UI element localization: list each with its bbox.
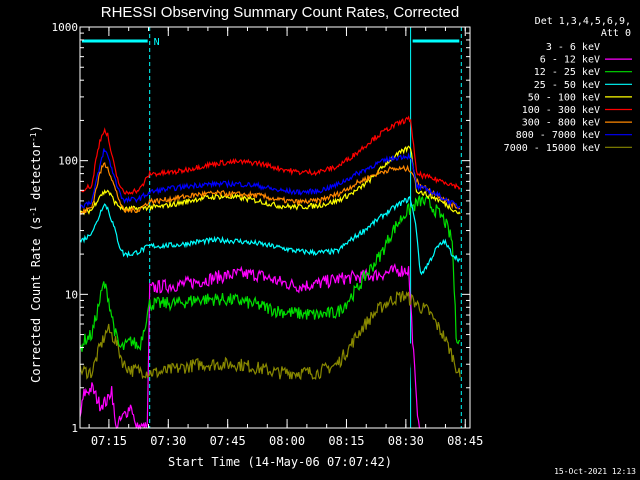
series-line-3-6keV [166, 334, 461, 429]
legend: Det 1,3,4,5,6,9, Att 0 3 - 6 keV 6 - 12 k… [504, 16, 632, 154]
y-tick-label: 10 [65, 288, 78, 301]
x-tick-label: 07:45 [210, 434, 246, 448]
series-line-25-50keV [79, 195, 461, 276]
legend-header-line-1: Det 1,3,4,5,6,9, [535, 16, 631, 27]
footer-timestamp: 15-Oct-2021 12:13 [554, 467, 636, 476]
legend-label: 300 - 800 keV [522, 118, 600, 129]
legend-label: 6 - 12 keV [540, 55, 600, 66]
axes: 1 10 100 1000 07:15 07:30 07:45 08:00 08:15 08:30… [52, 21, 484, 448]
night-marker-label: N [154, 37, 160, 48]
y-axis-label-sup2: -1 [29, 132, 38, 142]
legend-label: 100 - 300 keV [522, 105, 600, 116]
y-axis-label-suffix: ) [29, 125, 43, 132]
y-axis-label-sup1: -1 [29, 207, 38, 217]
x-tick-label: 08:30 [388, 434, 424, 448]
y-axis-label-mid: detector [29, 142, 43, 207]
legend-label: 12 - 25 keV [534, 67, 600, 78]
x-tick-label: 07:30 [150, 434, 186, 448]
x-tick-label: 08:00 [269, 434, 305, 448]
y-tick-label: 1000 [52, 21, 79, 34]
series-line-50-100keV [79, 145, 461, 216]
x-tick-label: 08:45 [447, 434, 483, 448]
plot-area: N [79, 27, 462, 431]
y-axis-label: Corrected Count Rate (s-1 detector-1) [29, 125, 44, 383]
x-tick-label: 08:15 [328, 434, 364, 448]
y-tick-label: 100 [58, 155, 78, 168]
y-tick-label: 1 [71, 422, 78, 435]
legend-label: 25 - 50 keV [534, 80, 600, 91]
legend-label: 50 - 100 keV [528, 92, 600, 103]
legend-label: 800 - 7000 keV [516, 130, 600, 141]
plot-frame [79, 26, 471, 429]
series-line-300-800keV [79, 162, 461, 216]
series-line-6-12keV [79, 262, 421, 431]
x-axis-label: Start Time (14-May-06 07:07:42) [168, 455, 392, 469]
series-line-800-7000keV [79, 148, 461, 210]
series-line-7000-15000keV [79, 290, 461, 381]
y-axis-label-prefix: Corrected Count Rate (s [29, 217, 43, 383]
series-line-100-300keV [79, 115, 461, 196]
legend-label: 3 - 6 keV [546, 42, 600, 53]
chart-title: RHESSI Observing Summary Count Rates, Co… [101, 4, 459, 21]
legend-label: 7000 - 15000 keV [504, 143, 600, 154]
legend-header-line-2: Att 0 [601, 28, 631, 39]
series-line-12-25keV [79, 195, 461, 352]
x-tick-label: 07:15 [91, 434, 127, 448]
